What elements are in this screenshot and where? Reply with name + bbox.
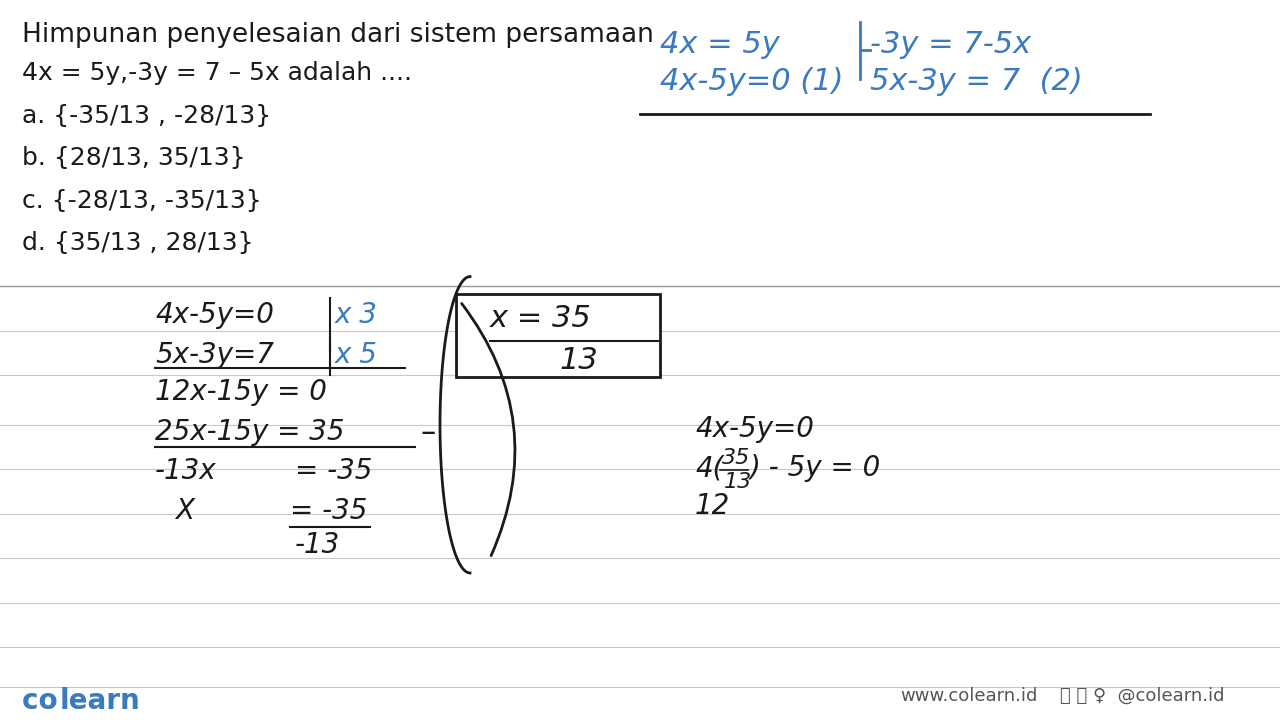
- Text: Himpunan penyelesaian dari sistem persamaan: Himpunan penyelesaian dari sistem persam…: [22, 22, 654, 48]
- Text: www.colearn.id: www.colearn.id: [900, 687, 1037, 705]
- Text: x 3: x 3: [335, 301, 378, 329]
- Text: 4x-5y=0: 4x-5y=0: [695, 415, 814, 443]
- Text: 13: 13: [724, 472, 753, 492]
- Text: 5x-3y=7: 5x-3y=7: [155, 341, 274, 369]
- Text: 12: 12: [695, 492, 731, 520]
- Text: = -35: = -35: [291, 497, 367, 525]
- Text: ) - 5y = 0: ) - 5y = 0: [750, 454, 881, 482]
- Text: 4x = 5y,-3y = 7 – 5x adalah ....: 4x = 5y,-3y = 7 – 5x adalah ....: [22, 61, 412, 85]
- Text: a. {-35/13 , -28/13}: a. {-35/13 , -28/13}: [22, 104, 271, 127]
- Text: d. {35/13 , 28/13}: d. {35/13 , 28/13}: [22, 231, 253, 255]
- Text: x 5: x 5: [335, 341, 378, 369]
- Text: -13x: -13x: [155, 457, 216, 485]
- Text: b. {28/13, 35/13}: b. {28/13, 35/13}: [22, 146, 246, 170]
- Text: co: co: [22, 687, 68, 714]
- Text: –: –: [420, 418, 435, 447]
- Text: = -35: = -35: [294, 457, 372, 485]
- Text: learn: learn: [60, 687, 141, 714]
- Text: X: X: [175, 497, 195, 525]
- Text: 13: 13: [561, 346, 599, 374]
- Text: 4(: 4(: [695, 454, 723, 482]
- Text: 4x = 5y: 4x = 5y: [660, 30, 780, 58]
- Text: 5x-3y = 7  (2): 5x-3y = 7 (2): [870, 67, 1083, 96]
- Text: c. {-28/13, -35/13}: c. {-28/13, -35/13}: [22, 189, 261, 212]
- FancyBboxPatch shape: [456, 294, 660, 377]
- Text: -3y = 7-5x: -3y = 7-5x: [870, 30, 1032, 58]
- Text: 4x-5y=0: 4x-5y=0: [155, 301, 274, 329]
- Text: x = 35: x = 35: [490, 305, 591, 333]
- Text: -13: -13: [294, 531, 340, 559]
- Text: 25x-15y = 35: 25x-15y = 35: [155, 418, 344, 446]
- Text: 12x-15y = 0: 12x-15y = 0: [155, 378, 326, 406]
- Text: 4x-5y=0 (1): 4x-5y=0 (1): [660, 67, 844, 96]
- Text: ⧆ ⓞ ♀  @colearn.id: ⧆ ⓞ ♀ @colearn.id: [1060, 687, 1225, 705]
- Text: 35: 35: [722, 449, 750, 469]
